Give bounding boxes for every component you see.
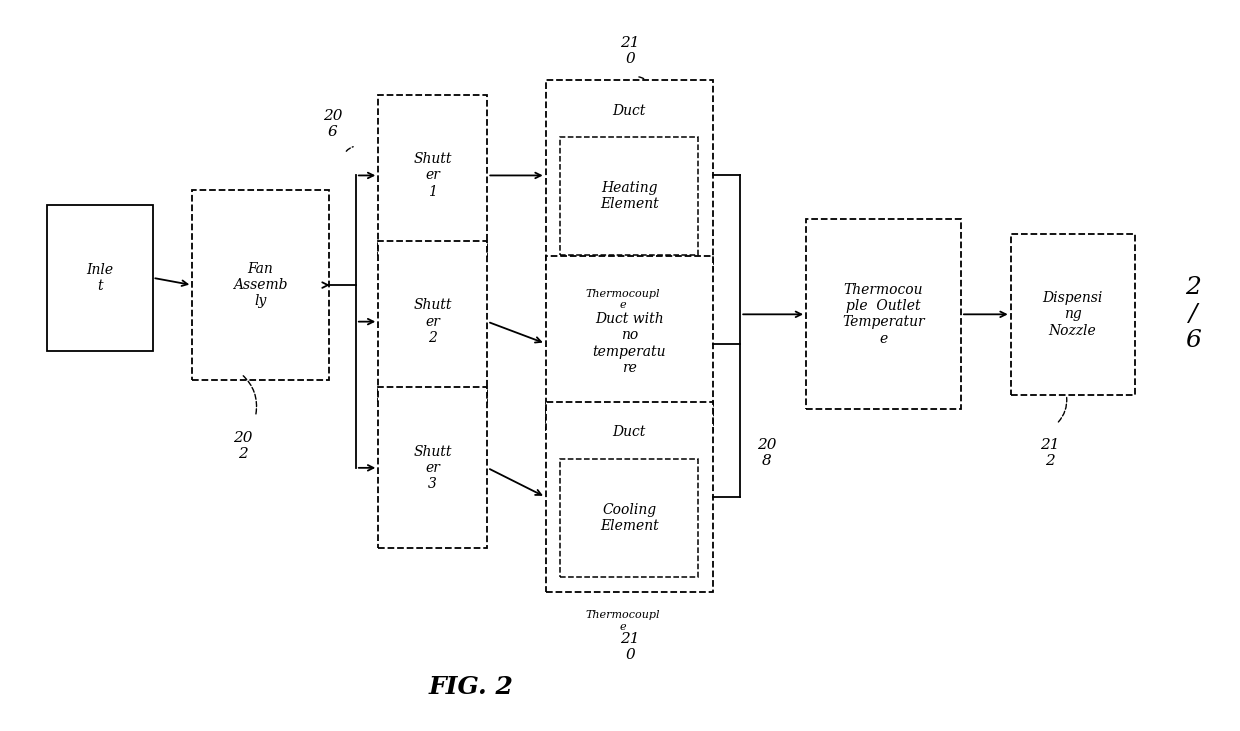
- Text: Fan
Assemb
ly: Fan Assemb ly: [233, 262, 288, 308]
- FancyBboxPatch shape: [378, 387, 487, 548]
- FancyBboxPatch shape: [192, 190, 329, 380]
- Text: Thermocoupl
e: Thermocoupl e: [585, 289, 661, 311]
- Text: 20
6: 20 6: [322, 109, 342, 140]
- FancyBboxPatch shape: [1011, 234, 1135, 395]
- Text: 20
8: 20 8: [756, 438, 776, 469]
- FancyBboxPatch shape: [560, 459, 698, 577]
- FancyBboxPatch shape: [546, 402, 713, 592]
- FancyBboxPatch shape: [546, 256, 713, 431]
- Text: Shutt
er
2: Shutt er 2: [413, 298, 453, 345]
- Text: Thermocoupl
e: Thermocoupl e: [585, 610, 661, 632]
- FancyBboxPatch shape: [378, 95, 487, 256]
- Text: Duct: Duct: [613, 425, 646, 439]
- FancyBboxPatch shape: [47, 205, 153, 351]
- Text: Duct: Duct: [613, 104, 646, 118]
- Text: Dispensi
ng
Nozzle: Dispensi ng Nozzle: [1043, 291, 1102, 338]
- Text: 21
0: 21 0: [620, 632, 640, 662]
- Text: Inle
t: Inle t: [87, 262, 113, 293]
- Text: 20
2: 20 2: [233, 431, 253, 461]
- Text: Shutt
er
1: Shutt er 1: [413, 152, 453, 199]
- FancyBboxPatch shape: [546, 80, 713, 270]
- Text: 21
2: 21 2: [1040, 438, 1060, 469]
- Text: Duct with
no
temperatu
re: Duct with no temperatu re: [593, 312, 666, 375]
- Text: Thermocou
ple  Outlet
Temperatur
e: Thermocou ple Outlet Temperatur e: [842, 283, 925, 346]
- Text: 21
0: 21 0: [620, 36, 640, 67]
- Text: FIG. 2: FIG. 2: [429, 675, 513, 699]
- Text: Cooling
Element: Cooling Element: [600, 503, 658, 533]
- FancyBboxPatch shape: [806, 219, 961, 409]
- FancyBboxPatch shape: [560, 137, 698, 255]
- Text: Heating
Element: Heating Element: [600, 181, 658, 211]
- FancyBboxPatch shape: [378, 241, 487, 402]
- Text: 2
/
6: 2 / 6: [1185, 276, 1200, 352]
- Text: Shutt
er
3: Shutt er 3: [413, 444, 453, 491]
